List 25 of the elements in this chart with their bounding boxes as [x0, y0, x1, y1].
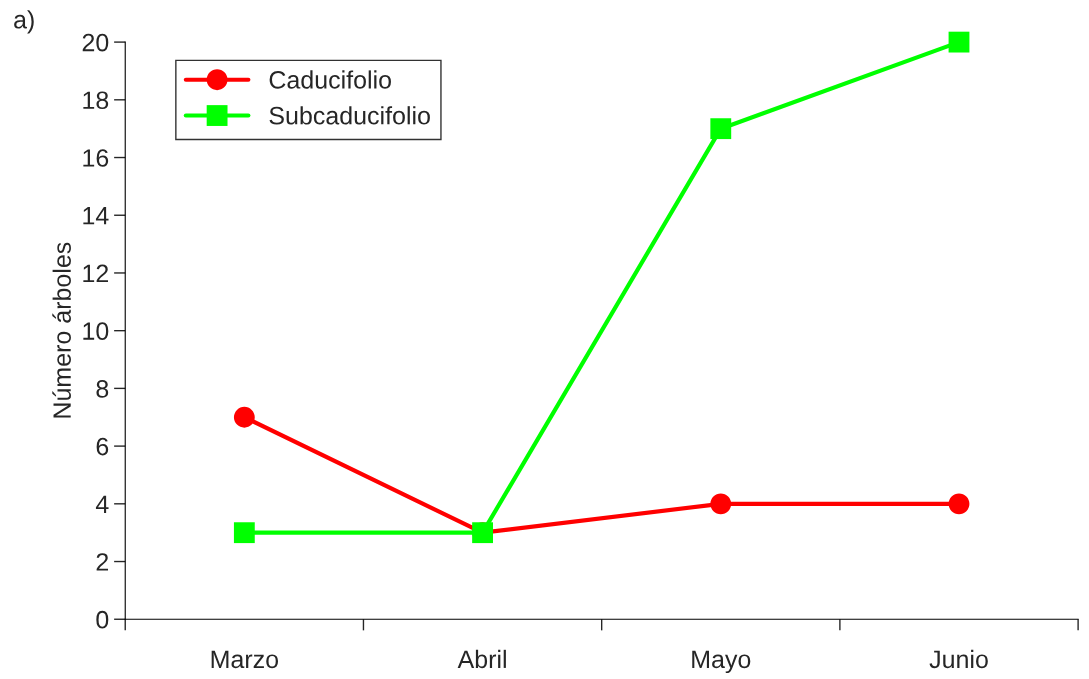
- point: [233, 522, 255, 544]
- point: [948, 31, 970, 53]
- point: [233, 406, 255, 428]
- y-tick-label: 0: [96, 610, 109, 629]
- y-tick-label: 12: [83, 264, 109, 283]
- y-tick-label: 10: [83, 322, 109, 340]
- x-tick-label: Abril: [457, 649, 506, 669]
- y-axis-title: Número árboles: [52, 242, 71, 418]
- y-tick-label: 2: [96, 553, 109, 571]
- y-tick-label: 4: [95, 495, 109, 513]
- y-tick-label: 8: [96, 379, 109, 398]
- x-tick-label: Marzo: [211, 650, 279, 669]
- legend-label: Subcaducifolio: [269, 106, 430, 125]
- point: [710, 118, 732, 140]
- y-tick-label: 14: [83, 207, 109, 225]
- y-tick-label: 20: [82, 33, 109, 52]
- text: a): [14, 10, 34, 34]
- y-tick-label: 18: [83, 91, 109, 110]
- x-tick-label: Junio: [929, 649, 988, 669]
- y-tick-label: 16: [83, 149, 109, 167]
- x-tick-label: Mayo: [692, 650, 751, 674]
- legend-label: Caducifolio: [269, 70, 391, 89]
- point: [710, 493, 732, 515]
- y-tick-label: 6: [96, 437, 109, 456]
- point: [948, 493, 970, 515]
